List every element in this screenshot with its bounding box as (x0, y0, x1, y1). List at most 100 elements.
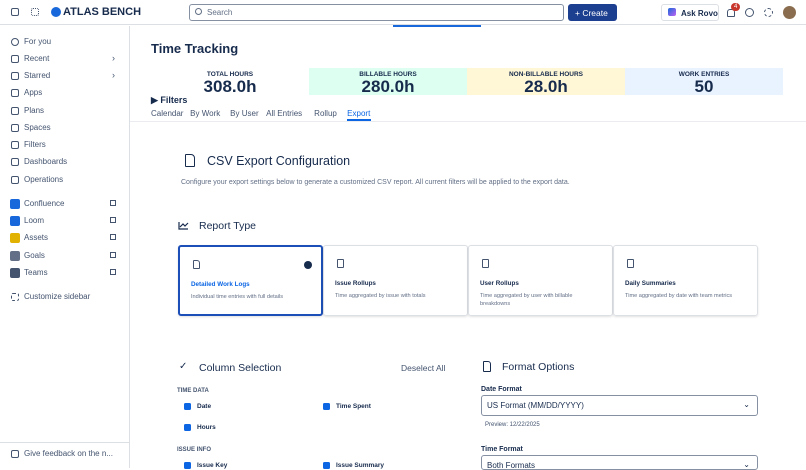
avatar[interactable] (783, 6, 796, 19)
report-type-card[interactable]: User Rollups Time aggregated by user with… (468, 245, 613, 316)
checkbox-label: Time Spent (336, 403, 371, 410)
sidebar-icon (11, 141, 19, 149)
app-item[interactable]: Assets (24, 233, 49, 242)
sidebar-item[interactable]: For you (24, 37, 52, 46)
stat-card: NON-BILLABLE HOURS 28.0h (467, 68, 625, 96)
report-type-card[interactable]: Detailed Work Logs Individual time entrie… (178, 245, 323, 316)
stat-label: TOTAL HOURS (206, 71, 254, 78)
sidebar-item[interactable]: Filters (24, 140, 46, 149)
checkbox[interactable] (184, 462, 191, 469)
checkbox[interactable] (323, 462, 330, 469)
tab[interactable]: All Entries (266, 109, 303, 118)
app-item[interactable]: Confluence (24, 199, 65, 208)
search-icon (195, 8, 202, 15)
search-box[interactable] (189, 4, 564, 21)
app-item[interactable]: Loom (24, 216, 45, 225)
filters-toggle[interactable]: ▶ Filters (151, 95, 188, 105)
sidebar-item[interactable]: Starred (24, 71, 51, 80)
app-icon (10, 251, 20, 261)
doc-icon (185, 154, 195, 167)
stat-value: 308.0h (203, 77, 257, 96)
external-icon (110, 252, 116, 258)
ask-rovo-button[interactable]: Ask Rovo (661, 4, 719, 21)
checkbox-label: Date (197, 403, 212, 410)
tabs-divider (130, 121, 806, 122)
app-icon (10, 199, 20, 209)
app-icon (10, 233, 20, 243)
time-format-value: Both Formats (487, 461, 536, 470)
app-switcher[interactable] (31, 8, 39, 16)
search-placeholder: Search (207, 8, 233, 17)
checkbox[interactable] (184, 424, 191, 431)
checkbox[interactable] (184, 403, 191, 410)
create-button[interactable]: + Create (568, 4, 617, 21)
external-icon (110, 269, 116, 275)
stat-value: 28.0h (524, 77, 568, 96)
app-icon (10, 268, 20, 278)
chevron: › (112, 70, 115, 80)
sidebar (0, 26, 130, 468)
card-icon (337, 259, 344, 268)
stat-card: TOTAL HOURS 308.0h (151, 68, 309, 96)
checkbox[interactable] (323, 403, 330, 410)
sidebar-item[interactable]: Spaces (24, 123, 51, 132)
sidebar-item[interactable]: Dashboards (24, 157, 68, 166)
check-icon: ✓ (179, 361, 188, 372)
ask-rovo-label: Ask Rovo (681, 9, 718, 18)
time-format-label: Time Format (481, 446, 523, 453)
date-format-select[interactable]: US Format (MM/DD/YYYY) ⌄ (481, 395, 758, 416)
tab[interactable]: Calendar (151, 109, 184, 118)
card-desc: Time aggregated by user with billable br… (480, 293, 573, 307)
group-label: TIME DATA (177, 388, 209, 394)
sidebar-item[interactable]: Apps (24, 88, 43, 97)
app-item[interactable]: Teams (24, 268, 48, 277)
card-title: Detailed Work Logs (191, 281, 250, 288)
chart-icon (178, 222, 189, 230)
feedback-link[interactable]: Give feedback on the n... (24, 449, 113, 458)
app-icon (10, 216, 20, 226)
stat-label: BILLABLE HOURS (359, 71, 417, 78)
help-icon[interactable] (745, 8, 754, 17)
customize-sidebar[interactable]: Customize sidebar (24, 292, 91, 301)
date-preview: Preview: 12/22/2025 (485, 422, 540, 428)
brand: ATLAS BENCH (63, 6, 142, 18)
card-title: User Rollups (480, 280, 519, 287)
sidebar-item[interactable]: Plans (24, 106, 45, 115)
report-type-card[interactable]: Daily Summaries Time aggregated by date w… (613, 245, 758, 316)
tab[interactable]: By Work (190, 109, 221, 118)
date-format-value: US Format (MM/DD/YYYY) (487, 401, 584, 410)
stat-label: NON-BILLABLE HOURS (508, 71, 584, 78)
top-bar (0, 0, 806, 25)
sidebar-item[interactable]: Recent (24, 54, 50, 63)
sidebar-footer-divider (0, 442, 129, 443)
tab[interactable]: By User (230, 109, 259, 118)
customize-icon (11, 293, 19, 301)
card-icon (482, 259, 489, 268)
report-type-card[interactable]: Issue Rollups Time aggregated by issue wi… (323, 245, 468, 316)
checkbox-label: Issue Key (197, 462, 228, 469)
settings-icon[interactable] (764, 8, 773, 17)
sidebar-icon (11, 158, 19, 166)
deselect-all[interactable]: Deselect All (401, 363, 446, 373)
stat-card: BILLABLE HOURS 280.0h (309, 68, 467, 96)
sidebar-icon (11, 55, 19, 63)
sidebar-icon (11, 38, 19, 46)
external-icon (110, 234, 116, 240)
sidebar-toggle[interactable] (11, 8, 19, 16)
sidebar-item[interactable]: Operations (24, 175, 64, 184)
filters-label: Filters (160, 95, 188, 105)
card-title: Issue Rollups (335, 280, 376, 287)
logo (51, 7, 61, 17)
external-icon (110, 217, 116, 223)
export-title: CSV Export Configuration (207, 154, 351, 168)
app-item[interactable]: Goals (24, 251, 45, 260)
card-desc: Time aggregated by issue with totals (335, 293, 426, 299)
card-desc: Individual time entries with full detail… (191, 294, 284, 300)
tab[interactable]: Rollup (314, 109, 337, 118)
top-indicator (393, 25, 481, 27)
page-title: Time Tracking (151, 41, 239, 56)
active-tab-underline (347, 119, 372, 121)
tab[interactable]: Export (347, 109, 371, 118)
notification-badge: 4 (731, 3, 741, 11)
